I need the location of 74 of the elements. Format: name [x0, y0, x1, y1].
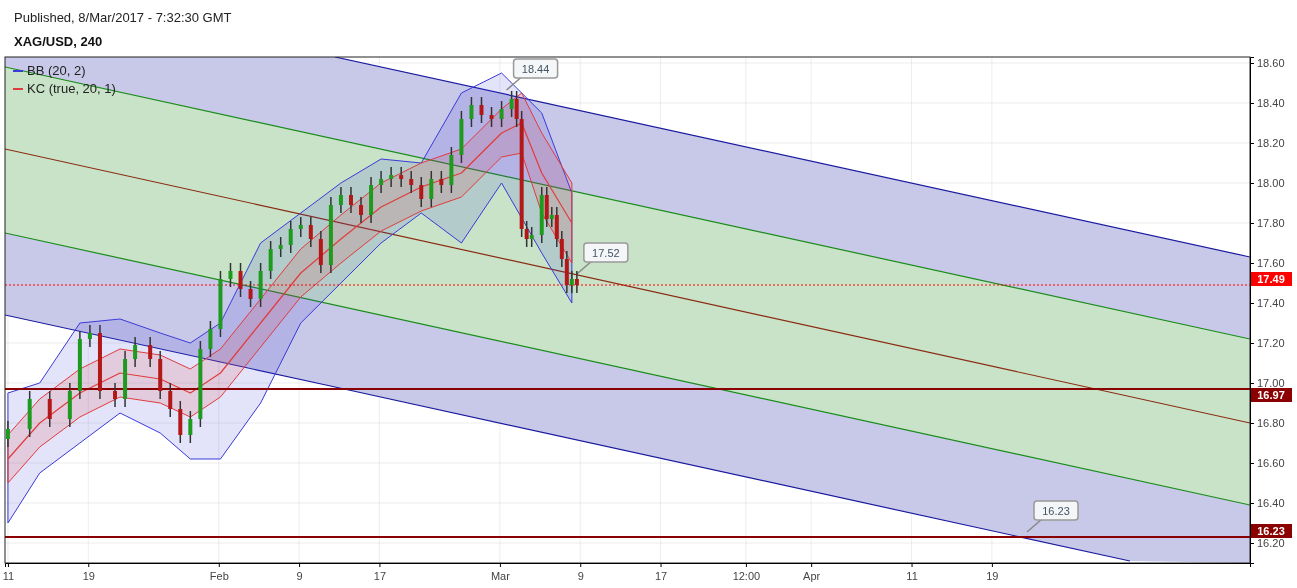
y-tick-label: 16.60	[1257, 457, 1285, 470]
candlestick	[429, 170, 434, 208]
y-tick-label: 17.20	[1257, 337, 1285, 350]
candlestick	[308, 216, 313, 248]
y-tick-label: 16.40	[1257, 497, 1285, 510]
candlestick	[479, 96, 484, 124]
y-tick-label: 17.80	[1257, 217, 1285, 230]
candlestick	[278, 236, 283, 258]
x-tick-label: 9	[296, 569, 303, 582]
candlestick	[559, 230, 564, 268]
candlestick	[288, 220, 293, 254]
x-tick-label: 11	[906, 569, 918, 582]
candlestick	[469, 96, 474, 128]
candlestick	[389, 166, 394, 188]
x-tick-label: Mar	[490, 569, 511, 582]
x-tick-label: 11	[2, 569, 15, 582]
candlestick	[298, 216, 303, 238]
y-tick-label: 16.20	[1257, 537, 1285, 550]
candlestick	[87, 324, 92, 348]
annotation: 18.44	[521, 63, 550, 75]
annotation: 17.52	[592, 247, 620, 259]
annotation: 16.23	[1042, 505, 1070, 517]
ref-line-label: 16.23	[1257, 525, 1285, 537]
chart-title: XAG/USD, 240	[14, 34, 103, 49]
candlestick	[499, 100, 504, 128]
candlestick	[228, 262, 233, 288]
candlestick	[5, 420, 10, 448]
candlestick	[549, 206, 554, 228]
candlestick	[514, 90, 519, 128]
candlestick	[113, 382, 118, 408]
candlestick	[379, 170, 384, 194]
y-tick-label: 17.60	[1257, 257, 1285, 270]
candlestick	[569, 270, 574, 294]
candlestick	[489, 106, 494, 128]
x-tick-label: Apr	[803, 569, 821, 582]
candlestick	[509, 90, 514, 118]
candlestick	[148, 336, 153, 368]
candlestick	[47, 390, 52, 428]
candlestick	[348, 186, 353, 214]
x-tick-label: 17	[654, 569, 668, 582]
candlestick	[409, 170, 414, 194]
candlestick	[529, 226, 534, 248]
y-tick-label: 18.60	[1257, 57, 1285, 70]
x-tick-label: 17	[373, 569, 387, 582]
candlestick	[359, 196, 364, 224]
candlestick	[208, 320, 213, 358]
y-tick-label: 16.80	[1257, 417, 1285, 430]
candlestick	[168, 382, 173, 418]
candlestick	[268, 240, 273, 280]
candlestick	[544, 186, 549, 228]
text: Published, 8/Mar/2017 - 7:32:30 GMT	[14, 10, 232, 25]
candlestick	[399, 166, 404, 188]
candlestick	[338, 186, 343, 214]
y-tick-label: 17.40	[1257, 297, 1285, 310]
y-tick-label: 18.40	[1257, 97, 1285, 110]
candlestick	[188, 410, 193, 444]
candlestick	[574, 270, 579, 294]
y-tick-label: 18.20	[1257, 137, 1285, 150]
y-tick-label: 17.00	[1257, 377, 1285, 390]
x-tick-label: Feb	[209, 569, 229, 582]
candlestick	[439, 170, 444, 194]
ref-line-label: 16.97	[1257, 389, 1285, 401]
candlestick	[133, 336, 138, 368]
candlestick	[524, 220, 529, 248]
candlestick	[248, 280, 253, 308]
y-tick-label: 18.00	[1257, 177, 1285, 190]
x-tick-label: 19	[82, 569, 95, 582]
candlestick	[238, 262, 243, 298]
ref-line-label: 17.49	[1257, 273, 1285, 285]
x-tick-label: 9	[577, 569, 584, 582]
candlestick	[419, 176, 424, 208]
candlestick	[554, 206, 559, 248]
x-tick-label: 19	[986, 569, 999, 582]
x-tick-label: 12:00	[732, 569, 761, 582]
